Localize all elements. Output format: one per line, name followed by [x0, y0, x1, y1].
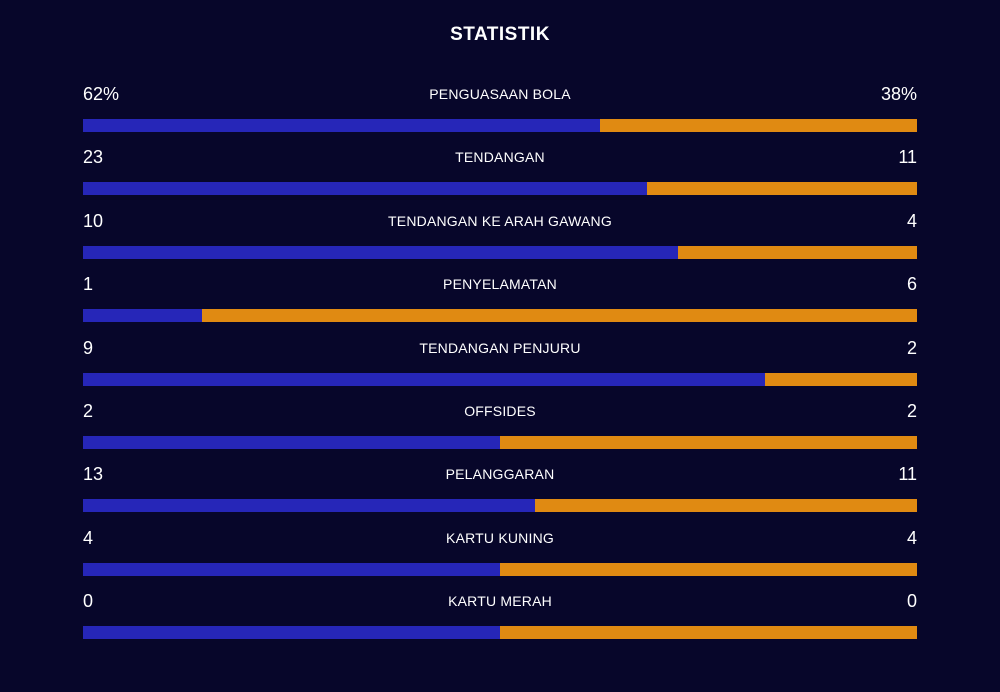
stat-label: PELANGGARAN — [445, 466, 555, 483]
away-value: 4 — [906, 527, 917, 548]
stat-label: TENDANGAN KE ARAH GAWANG — [388, 212, 612, 229]
home-bar-segment — [83, 435, 500, 449]
comparison-bar — [83, 119, 917, 132]
away-bar-segment — [765, 372, 917, 386]
stat-row-offsides: 2 OFFSIDES 2 — [83, 399, 917, 462]
home-bar-segment — [83, 499, 536, 513]
comparison-bar — [83, 309, 917, 323]
away-bar-segment — [535, 499, 917, 513]
stat-head: 62% PENGUASAAN BOLA 38% — [83, 82, 917, 119]
away-value: 2 — [906, 400, 917, 421]
home-value: 10 — [83, 210, 104, 231]
away-bar-segment — [678, 245, 917, 259]
stat-label: TENDANGAN — [455, 149, 545, 166]
home-bar-segment — [83, 245, 679, 259]
away-value: 2 — [906, 337, 917, 358]
stat-head: 2 OFFSIDES 2 — [83, 399, 917, 436]
away-value: 6 — [906, 274, 917, 295]
home-value: 0 — [83, 591, 94, 612]
home-value: 4 — [83, 527, 94, 548]
home-value: 9 — [83, 337, 94, 358]
stat-row-fouls: 13 PELANGGARAN 11 — [83, 462, 917, 525]
stats-title: STATISTIK — [450, 24, 550, 45]
home-bar-segment — [83, 119, 601, 132]
away-bar-segment — [646, 182, 917, 196]
stat-label: KARTU KUNING — [446, 529, 554, 546]
stat-row-saves: 1 PENYELAMATAN 6 — [83, 272, 917, 335]
stat-head: 10 TENDANGAN KE ARAH GAWANG 4 — [83, 209, 917, 246]
comparison-bar — [83, 626, 917, 640]
stat-label: KARTU MERAH — [448, 593, 552, 610]
stat-row-red-cards: 0 KARTU MERAH 0 — [83, 589, 917, 652]
away-value: 0 — [906, 591, 917, 612]
home-value: 62% — [83, 84, 120, 104]
stat-label: PENGUASAAN BOLA — [429, 86, 571, 102]
comparison-bar — [83, 245, 917, 259]
comparison-bar — [83, 562, 917, 576]
away-value: 11 — [898, 147, 917, 168]
comparison-bar — [83, 499, 917, 513]
comparison-bar — [83, 435, 917, 449]
home-value: 2 — [83, 400, 94, 421]
away-value: 4 — [906, 210, 917, 231]
home-bar-segment — [83, 309, 203, 323]
away-value: 11 — [898, 464, 917, 485]
stats-list: 62% PENGUASAAN BOLA 38% 23 TENDANGAN 11 … — [83, 82, 917, 653]
stat-label: PENYELAMATAN — [443, 276, 557, 293]
stat-row-corners: 9 TENDANGAN PENJURU 2 — [83, 336, 917, 399]
stat-row-shots: 23 TENDANGAN 11 — [83, 145, 917, 208]
stat-label: OFFSIDES — [464, 402, 536, 419]
home-value: 23 — [83, 147, 104, 168]
home-value: 13 — [83, 464, 104, 485]
away-bar-segment — [500, 435, 917, 449]
away-bar-segment — [500, 626, 917, 640]
home-bar-segment — [83, 562, 500, 576]
stat-head: 23 TENDANGAN 11 — [83, 145, 917, 182]
stat-head: 4 KARTU KUNING 4 — [83, 526, 917, 563]
home-value: 1 — [83, 274, 94, 295]
comparison-bar — [83, 182, 917, 196]
away-bar-segment — [202, 309, 917, 323]
home-bar-segment — [83, 626, 500, 640]
away-value: 38% — [880, 84, 917, 104]
away-bar-segment — [500, 562, 917, 576]
stat-head: 0 KARTU MERAH 0 — [83, 589, 917, 626]
stat-row-shots-on-target: 10 TENDANGAN KE ARAH GAWANG 4 — [83, 209, 917, 272]
stat-head: 13 PELANGGARAN 11 — [83, 462, 917, 499]
home-bar-segment — [83, 182, 647, 196]
stat-label: TENDANGAN PENJURU — [419, 339, 581, 356]
stat-row-possession: 62% PENGUASAAN BOLA 38% — [83, 82, 917, 145]
stat-row-yellow-cards: 4 KARTU KUNING 4 — [83, 526, 917, 589]
comparison-bar — [83, 372, 917, 386]
stat-head: 9 TENDANGAN PENJURU 2 — [83, 336, 917, 373]
away-bar-segment — [600, 119, 917, 132]
home-bar-segment — [83, 372, 766, 386]
stat-head: 1 PENYELAMATAN 6 — [83, 272, 917, 309]
